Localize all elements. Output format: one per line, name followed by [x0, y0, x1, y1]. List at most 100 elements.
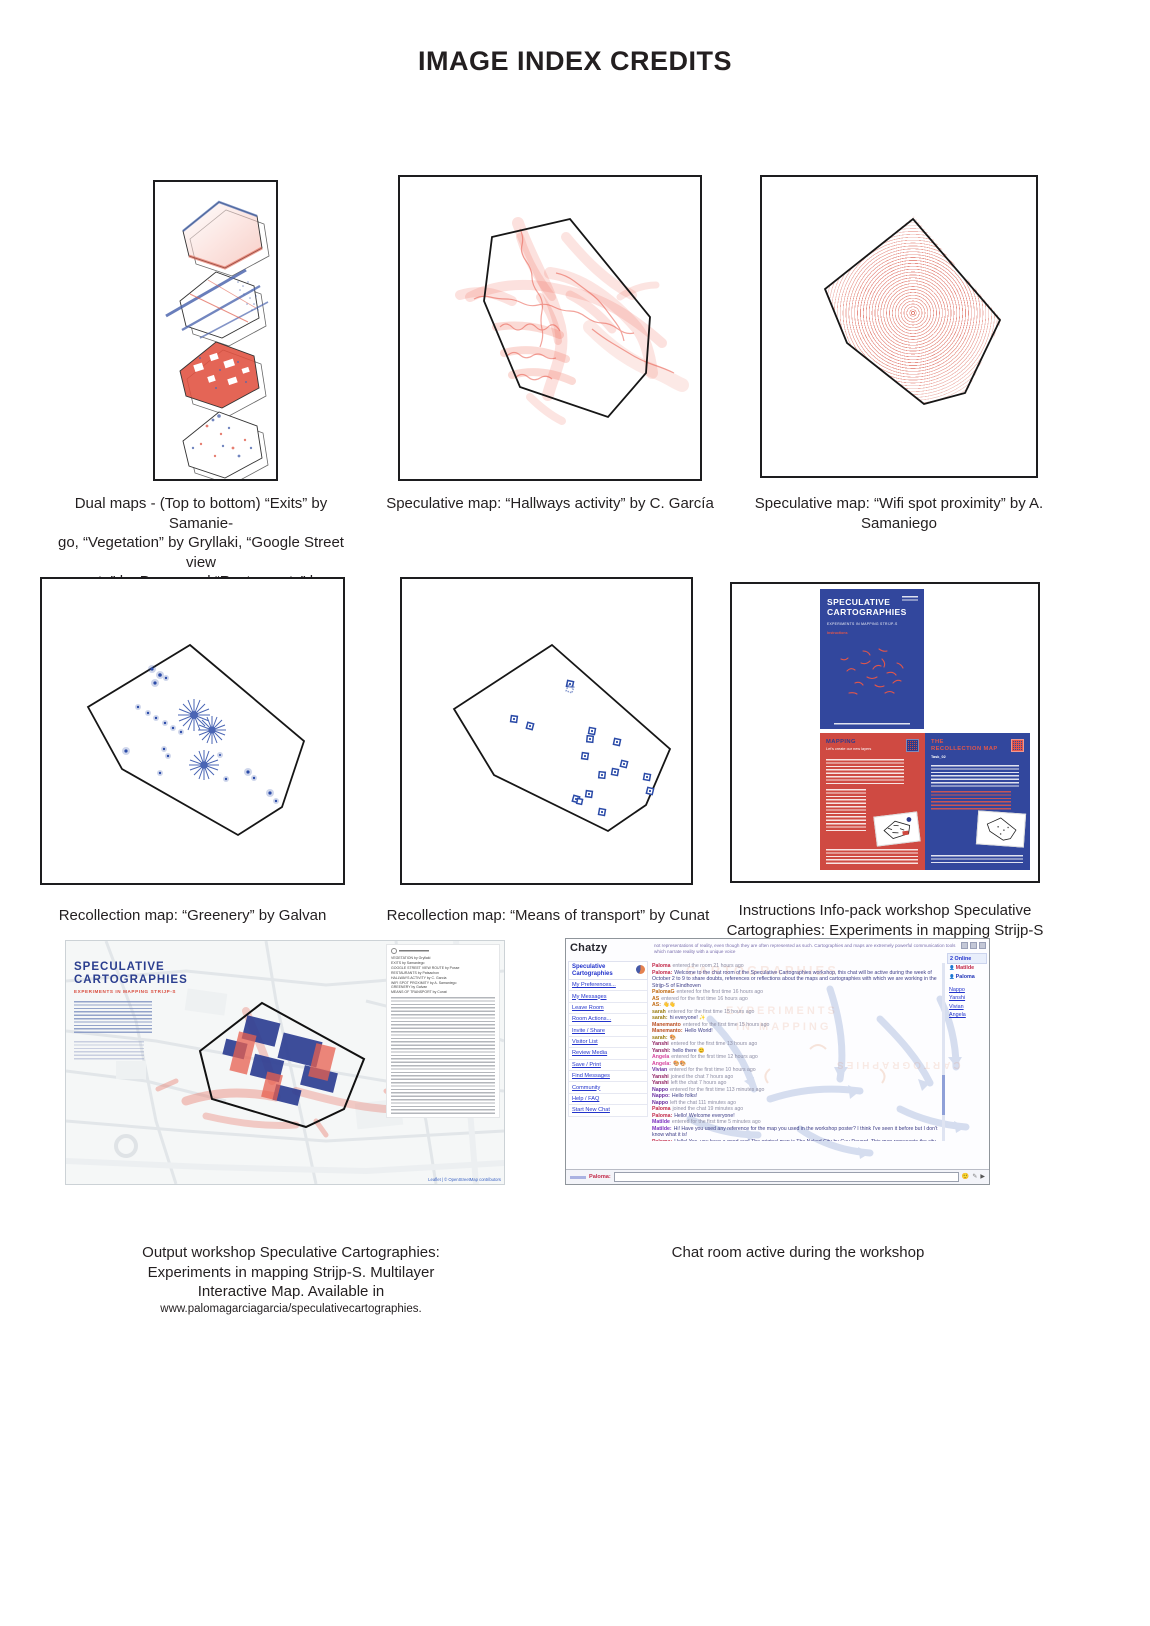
chat-message-text: hi everyone! ✨: [669, 1015, 706, 1021]
chat-message-sender[interactable]: Paloma:: [652, 1139, 672, 1142]
legend-item[interactable]: GREENERY by Galvan: [391, 985, 428, 990]
output-map-paragraph-lines2: [74, 1041, 144, 1061]
chat-menu-item[interactable]: My Messages: [568, 991, 648, 1003]
chat-menu-item[interactable]: Leave Room: [568, 1002, 648, 1015]
chat-message-sender[interactable]: Nappo: [652, 1099, 669, 1106]
recent-user[interactable]: Angela: [949, 1012, 966, 1019]
legend-item[interactable]: WIFI SPOT PROXIMITY by A. Samaniego: [391, 980, 457, 985]
poster-recollection: THE RECOLLECTION MAP Task_02: [925, 733, 1030, 870]
poster-warmup-body-lines2: [826, 789, 866, 833]
poster-instructions-title: SPECULATIVE CARTOGRAPHIES: [827, 597, 907, 617]
output-map-legend[interactable]: VEGETATION by Gryllaki EXITS by Samaniego…: [386, 944, 500, 1118]
chat-message-text: entered for the first time 13 hours ago: [670, 1041, 758, 1047]
poster-warmup-inset-map: [873, 811, 921, 847]
chat-input-label: Paloma:: [589, 1174, 611, 1180]
chat-message-sender[interactable]: Nappo:: [652, 1093, 670, 1099]
chat-message-sender[interactable]: Paloma: [652, 1106, 671, 1112]
chat-message-text: Hi! Have you used any reference for the …: [652, 1125, 938, 1139]
chat-message-text: entered for the first time 15 hours ago: [682, 1021, 770, 1028]
map-attribution[interactable]: Leaflet | © OpenStreetMap contributors: [428, 1177, 501, 1182]
chat-message-sender[interactable]: Nappo: [652, 1086, 669, 1093]
chat-message: Nappo entered for the first time 113 minu…: [652, 1087, 941, 1094]
chat-sidebar: Speculative Cartographies My Preferences…: [568, 961, 648, 1117]
chat-menu-item[interactable]: Save / Print: [568, 1059, 648, 1071]
emoji-icon[interactable]: 🙂: [961, 1174, 970, 1180]
chat-message-sender[interactable]: Angela:: [652, 1060, 672, 1067]
legend-item[interactable]: HALLWAYS ACTIVITY by C. García: [391, 975, 447, 980]
wifi-outline: [823, 217, 1002, 405]
chat-menu-item[interactable]: Room Actions...: [568, 1014, 648, 1026]
legend-item[interactable]: GOOGLE STREET VIEW ROUTE by Posse: [391, 965, 460, 970]
attachment-icon[interactable]: ✎: [972, 1174, 978, 1180]
chat-message-sender[interactable]: AS:: [652, 1002, 661, 1008]
chat-message-sender[interactable]: Vivian: [652, 1067, 668, 1073]
refresh-link[interactable]: [570, 1175, 586, 1179]
chat-menu-item[interactable]: Community: [568, 1082, 648, 1094]
caption-chat: Chat room active during the workshop: [671, 1244, 925, 1261]
chat-menu-item[interactable]: Find Messages: [568, 1071, 648, 1083]
chat-message-sender[interactable]: Angela: [652, 1054, 670, 1060]
chat-message-text: entered for the first time 16 hours ago: [676, 989, 764, 995]
chat-message-sender[interactable]: Yanshi: [652, 1073, 669, 1080]
chat-message: AS entered for the first time 16 hours ag…: [652, 996, 941, 1003]
chat-message-sender[interactable]: PalomaG: [652, 989, 675, 995]
chat-message-input[interactable]: [613, 1172, 959, 1182]
chat-menu-item[interactable]: Review Media: [568, 1048, 648, 1060]
chat-message: PalomaG entered for the first time 16 hou…: [652, 989, 941, 996]
chat-message-sender[interactable]: sarah:: [652, 1015, 668, 1021]
online-user[interactable]: 👤Matilde: [949, 965, 975, 972]
chat-message-text: hello there 😊: [672, 1047, 705, 1054]
legend-item[interactable]: RESTAURANTS by Patsachon: [391, 970, 439, 975]
chat-menu-item[interactable]: Invite / Share: [568, 1025, 648, 1037]
chat-message-sender[interactable]: Paloma:: [652, 969, 673, 976]
chat-scrollbar[interactable]: [942, 963, 945, 1141]
recent-user[interactable]: Nappo: [949, 986, 965, 993]
chat-message-sender[interactable]: Manemanto: [652, 1021, 681, 1028]
chat-message-sender[interactable]: Paloma: [652, 963, 671, 969]
chat-message: sarah entered for the first time 15 hours…: [652, 1009, 941, 1016]
poster-instructions-subtitle: EXPERIMENTS IN MAPPING STRIJP-S: [827, 622, 898, 626]
chat-message-sender[interactable]: sarah:: [652, 1034, 668, 1041]
chat-message: Yanshi joined the chat 7 hours ago: [652, 1074, 941, 1081]
chat-message: AS: 👋👋: [652, 1002, 941, 1009]
recent-user[interactable]: Yanshi: [949, 995, 966, 1002]
legend-item[interactable]: VEGETATION by Gryllaki: [391, 956, 431, 960]
settings-icon[interactable]: [961, 942, 968, 949]
chat-message-sender[interactable]: Yanshi: [652, 1041, 669, 1047]
send-icon[interactable]: ▶: [980, 1174, 985, 1180]
chat-message: Matilde: Hi! Have you used any reference …: [652, 1126, 941, 1139]
chat-message: Yanshi entered for the first time 13 hour…: [652, 1041, 941, 1048]
chat-window-controls[interactable]: [961, 942, 986, 949]
poster-instructions: SPECULATIVE CARTOGRAPHIES EXPERIMENTS IN…: [820, 589, 924, 729]
recent-user[interactable]: Vivian: [949, 1003, 964, 1010]
chat-message: Paloma: Welcome to the chat room of the S…: [652, 970, 941, 990]
chat-message: Paloma joined the chat 19 minutes ago: [652, 1106, 941, 1113]
chat-message: Matilde entered for the first time 5 minu…: [652, 1119, 941, 1126]
sound-icon[interactable]: [970, 942, 977, 949]
legend-item[interactable]: MEANS OF TRANSPORT by Cunat: [391, 990, 447, 995]
chat-message: Manemanto: Hello World!: [652, 1028, 941, 1035]
chat-message-sender[interactable]: Matilde: [652, 1119, 670, 1125]
chat-message: Yanshi left the chat 7 hours ago: [652, 1080, 941, 1087]
user-icon: 👤: [949, 965, 955, 971]
chat-menu-item[interactable]: Visitor List: [568, 1036, 648, 1049]
chat-menu-item[interactable]: My Preferences...: [568, 980, 648, 992]
caption-transport: Recollection map: “Means of transport” b…: [386, 907, 710, 924]
chat-message-sender[interactable]: Matilde:: [652, 1125, 672, 1132]
poster-warmup-body-lines: [826, 759, 904, 785]
chat-message-sender[interactable]: sarah: [652, 1008, 666, 1015]
chat-message-sender[interactable]: Yanshi: [652, 1080, 669, 1086]
chat-menu-item[interactable]: Start New Chat: [568, 1105, 648, 1117]
chatzy-logo: Chatzy: [570, 942, 608, 954]
room-logo-icon: [636, 965, 645, 974]
chat-message-sender[interactable]: Yanshi:: [652, 1047, 671, 1054]
chat-message-sender[interactable]: AS: [652, 995, 660, 1002]
close-icon[interactable]: [979, 942, 986, 949]
chat-message-sender[interactable]: Manemanto:: [652, 1028, 683, 1034]
chat-message: Nappo: Hello folks!: [652, 1093, 941, 1100]
online-user[interactable]: 👤Paloma: [949, 973, 975, 980]
figure-wifi-proximity: [760, 175, 1038, 478]
chat-menu-item[interactable]: Help / FAQ: [568, 1093, 648, 1106]
legend-item[interactable]: EXITS by Samaniego: [391, 960, 425, 965]
chat-message-sender[interactable]: Paloma:: [652, 1112, 673, 1119]
